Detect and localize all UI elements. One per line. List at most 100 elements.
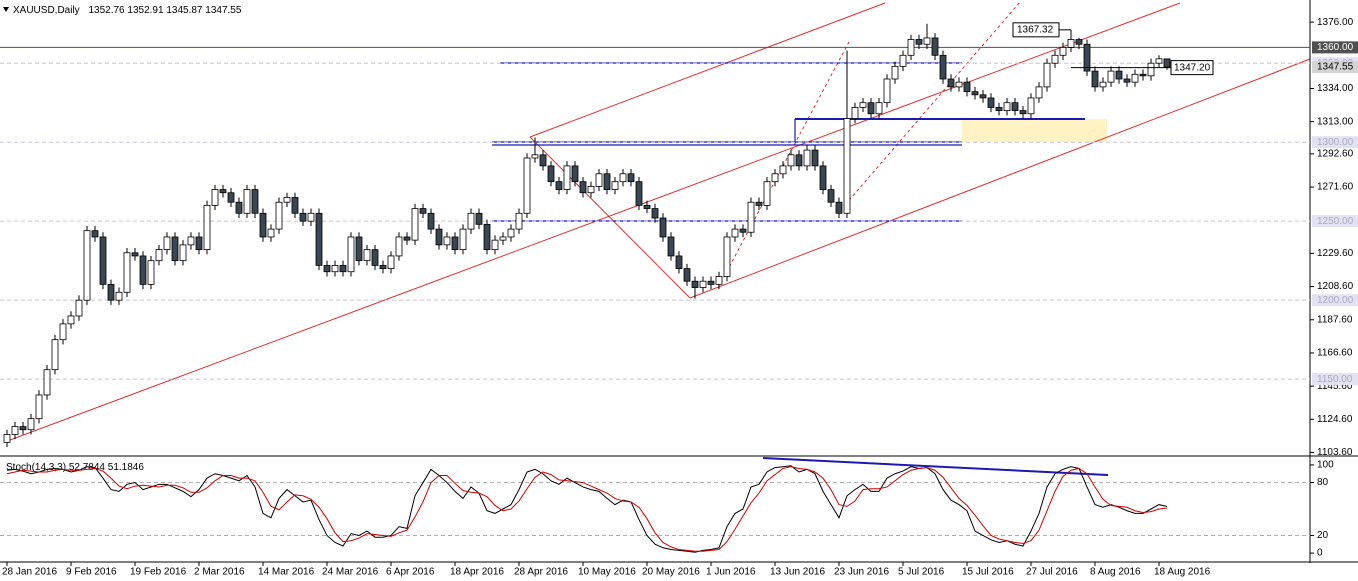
level-label: 1200.00 bbox=[1317, 295, 1354, 306]
candle-body bbox=[35, 394, 43, 420]
candle-body bbox=[563, 165, 571, 190]
y-tick-label: 80 bbox=[1317, 477, 1329, 488]
channel-line bbox=[529, 136, 691, 299]
peak-label: 1367.32 bbox=[1017, 24, 1054, 35]
candle-body bbox=[443, 236, 451, 246]
candle-body bbox=[283, 197, 291, 203]
candle-body bbox=[523, 157, 531, 214]
candle-body bbox=[99, 236, 107, 285]
candle-body bbox=[603, 173, 611, 190]
candle-body bbox=[827, 189, 835, 203]
candle-body bbox=[859, 102, 867, 108]
indicator-line bbox=[6, 465, 1168, 553]
candle-body bbox=[1115, 70, 1123, 80]
x-tick-label: 14 Mar 2016 bbox=[258, 567, 315, 578]
candle-body bbox=[419, 208, 427, 214]
candle-body bbox=[491, 239, 499, 251]
candle-body bbox=[667, 236, 675, 257]
candle-body bbox=[843, 118, 851, 214]
candle-body bbox=[411, 208, 419, 241]
indicator-signal: 51.1846 bbox=[108, 462, 145, 473]
candle-body bbox=[883, 78, 891, 104]
candle-body bbox=[819, 165, 827, 190]
candle-body bbox=[1059, 46, 1067, 56]
candle-body bbox=[267, 228, 275, 238]
candle-body bbox=[339, 265, 347, 273]
candle-body bbox=[683, 268, 691, 282]
candle-body bbox=[755, 201, 763, 206]
annotation: 1347.20 bbox=[1174, 62, 1211, 73]
candle-body bbox=[115, 291, 123, 301]
y-tick-label: 1313.00 bbox=[1317, 116, 1354, 127]
candle-body bbox=[1091, 70, 1099, 88]
candle-body bbox=[971, 91, 979, 96]
candle-body bbox=[715, 276, 723, 285]
candle-body bbox=[1043, 62, 1051, 88]
candle-body bbox=[139, 255, 147, 285]
candle-body bbox=[203, 204, 211, 251]
candle-body bbox=[67, 315, 75, 325]
x-tick-label: 18 Aug 2016 bbox=[1154, 567, 1211, 578]
candle-body bbox=[291, 197, 299, 214]
candle-body bbox=[107, 283, 115, 301]
indicator-title: Stoch(14,3,3) bbox=[6, 462, 66, 473]
candle-body bbox=[995, 107, 1003, 111]
candle-body bbox=[963, 81, 971, 93]
candle-body bbox=[659, 217, 667, 238]
x-tick-label: 27 Jul 2016 bbox=[1026, 567, 1078, 578]
candle-body bbox=[83, 230, 91, 301]
level-label-bg bbox=[1312, 136, 1358, 149]
candle-body bbox=[1131, 73, 1139, 83]
candle-body bbox=[1011, 102, 1019, 111]
candle-body bbox=[835, 201, 843, 214]
candle-body bbox=[539, 154, 547, 167]
candle-body bbox=[11, 426, 19, 435]
price-line-label-bg bbox=[1312, 41, 1358, 54]
y-tick-label: 1166.60 bbox=[1317, 348, 1353, 359]
candle-body bbox=[955, 81, 963, 88]
candle-body bbox=[907, 39, 915, 56]
candle-body bbox=[499, 236, 507, 241]
candle-body bbox=[315, 212, 323, 266]
candle-body bbox=[1027, 97, 1035, 115]
candle-body bbox=[939, 54, 947, 80]
candle-body bbox=[331, 265, 339, 273]
candle-body bbox=[307, 212, 315, 222]
candle-body bbox=[1067, 39, 1075, 48]
candle-body bbox=[691, 280, 699, 288]
channel-line bbox=[717, 39, 851, 289]
y-tick-label: 1229.60 bbox=[1317, 248, 1354, 259]
level-label-bg bbox=[1312, 215, 1358, 228]
candle-body bbox=[379, 265, 387, 269]
candle-body bbox=[163, 236, 171, 251]
candle-body bbox=[179, 244, 187, 262]
indicator-line bbox=[6, 466, 1168, 552]
candle-body bbox=[467, 212, 475, 230]
candle-body bbox=[851, 107, 859, 119]
candle-body bbox=[1019, 110, 1027, 115]
candle-body bbox=[75, 299, 83, 317]
zone bbox=[962, 119, 1107, 142]
candle-body bbox=[131, 252, 139, 257]
candle-body bbox=[571, 165, 579, 183]
candle-body bbox=[747, 201, 755, 233]
candle-body bbox=[155, 249, 163, 262]
candle-body bbox=[771, 173, 779, 183]
candle-body bbox=[1003, 102, 1011, 111]
candle-body bbox=[555, 181, 563, 190]
candle-body bbox=[1147, 62, 1155, 77]
candle-body bbox=[731, 228, 739, 238]
candle-body bbox=[347, 236, 355, 273]
level-label-bg bbox=[1312, 373, 1358, 386]
candle-body bbox=[947, 78, 955, 88]
candle-body bbox=[219, 189, 227, 194]
candle-body bbox=[1163, 58, 1171, 68]
candle-body bbox=[891, 65, 899, 80]
candle-body bbox=[531, 154, 539, 159]
candle-body bbox=[363, 249, 371, 262]
candle-body bbox=[867, 102, 875, 115]
y-tick-label: 0 bbox=[1317, 548, 1323, 559]
x-tick-label: 28 Apr 2016 bbox=[514, 567, 568, 578]
candle-body bbox=[19, 426, 27, 431]
